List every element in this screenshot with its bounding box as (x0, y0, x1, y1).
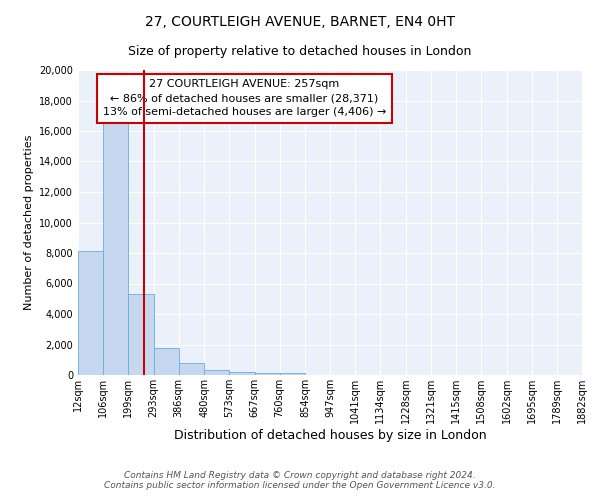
Bar (280, 373, 305, 375)
Text: Contains HM Land Registry data © Crown copyright and database right 2024.
Contai: Contains HM Land Registry data © Crown c… (104, 470, 496, 490)
Bar (204, 370, 229, 375)
Y-axis label: Number of detached properties: Number of detached properties (24, 135, 34, 310)
Text: 27, COURTLEIGH AVENUE, BARNET, EN4 0HT: 27, COURTLEIGH AVENUE, BARNET, EN4 0HT (145, 15, 455, 29)
Bar (128, 294, 154, 375)
Bar (103, 124, 128, 375)
Bar (78, 252, 103, 375)
Text: Size of property relative to detached houses in London: Size of property relative to detached ho… (128, 45, 472, 58)
X-axis label: Distribution of detached houses by size in London: Distribution of detached houses by size … (173, 429, 487, 442)
Bar (179, 363, 204, 375)
Bar (254, 372, 280, 375)
Bar (229, 372, 254, 375)
Text: 27 COURTLEIGH AVENUE: 257sqm
← 86% of detached houses are smaller (28,371)
13% o: 27 COURTLEIGH AVENUE: 257sqm ← 86% of de… (103, 79, 386, 117)
Bar (154, 348, 179, 375)
